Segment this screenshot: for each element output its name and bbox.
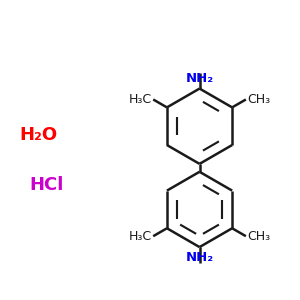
Text: H₂O: H₂O xyxy=(19,126,57,144)
Text: NH₂: NH₂ xyxy=(185,72,214,85)
Text: CH₃: CH₃ xyxy=(247,230,270,243)
Text: CH₃: CH₃ xyxy=(247,93,270,106)
Text: NH₂: NH₂ xyxy=(185,251,214,264)
Text: H₃C: H₃C xyxy=(129,93,152,106)
Text: HCl: HCl xyxy=(29,176,64,194)
Text: H₃C: H₃C xyxy=(129,230,152,243)
